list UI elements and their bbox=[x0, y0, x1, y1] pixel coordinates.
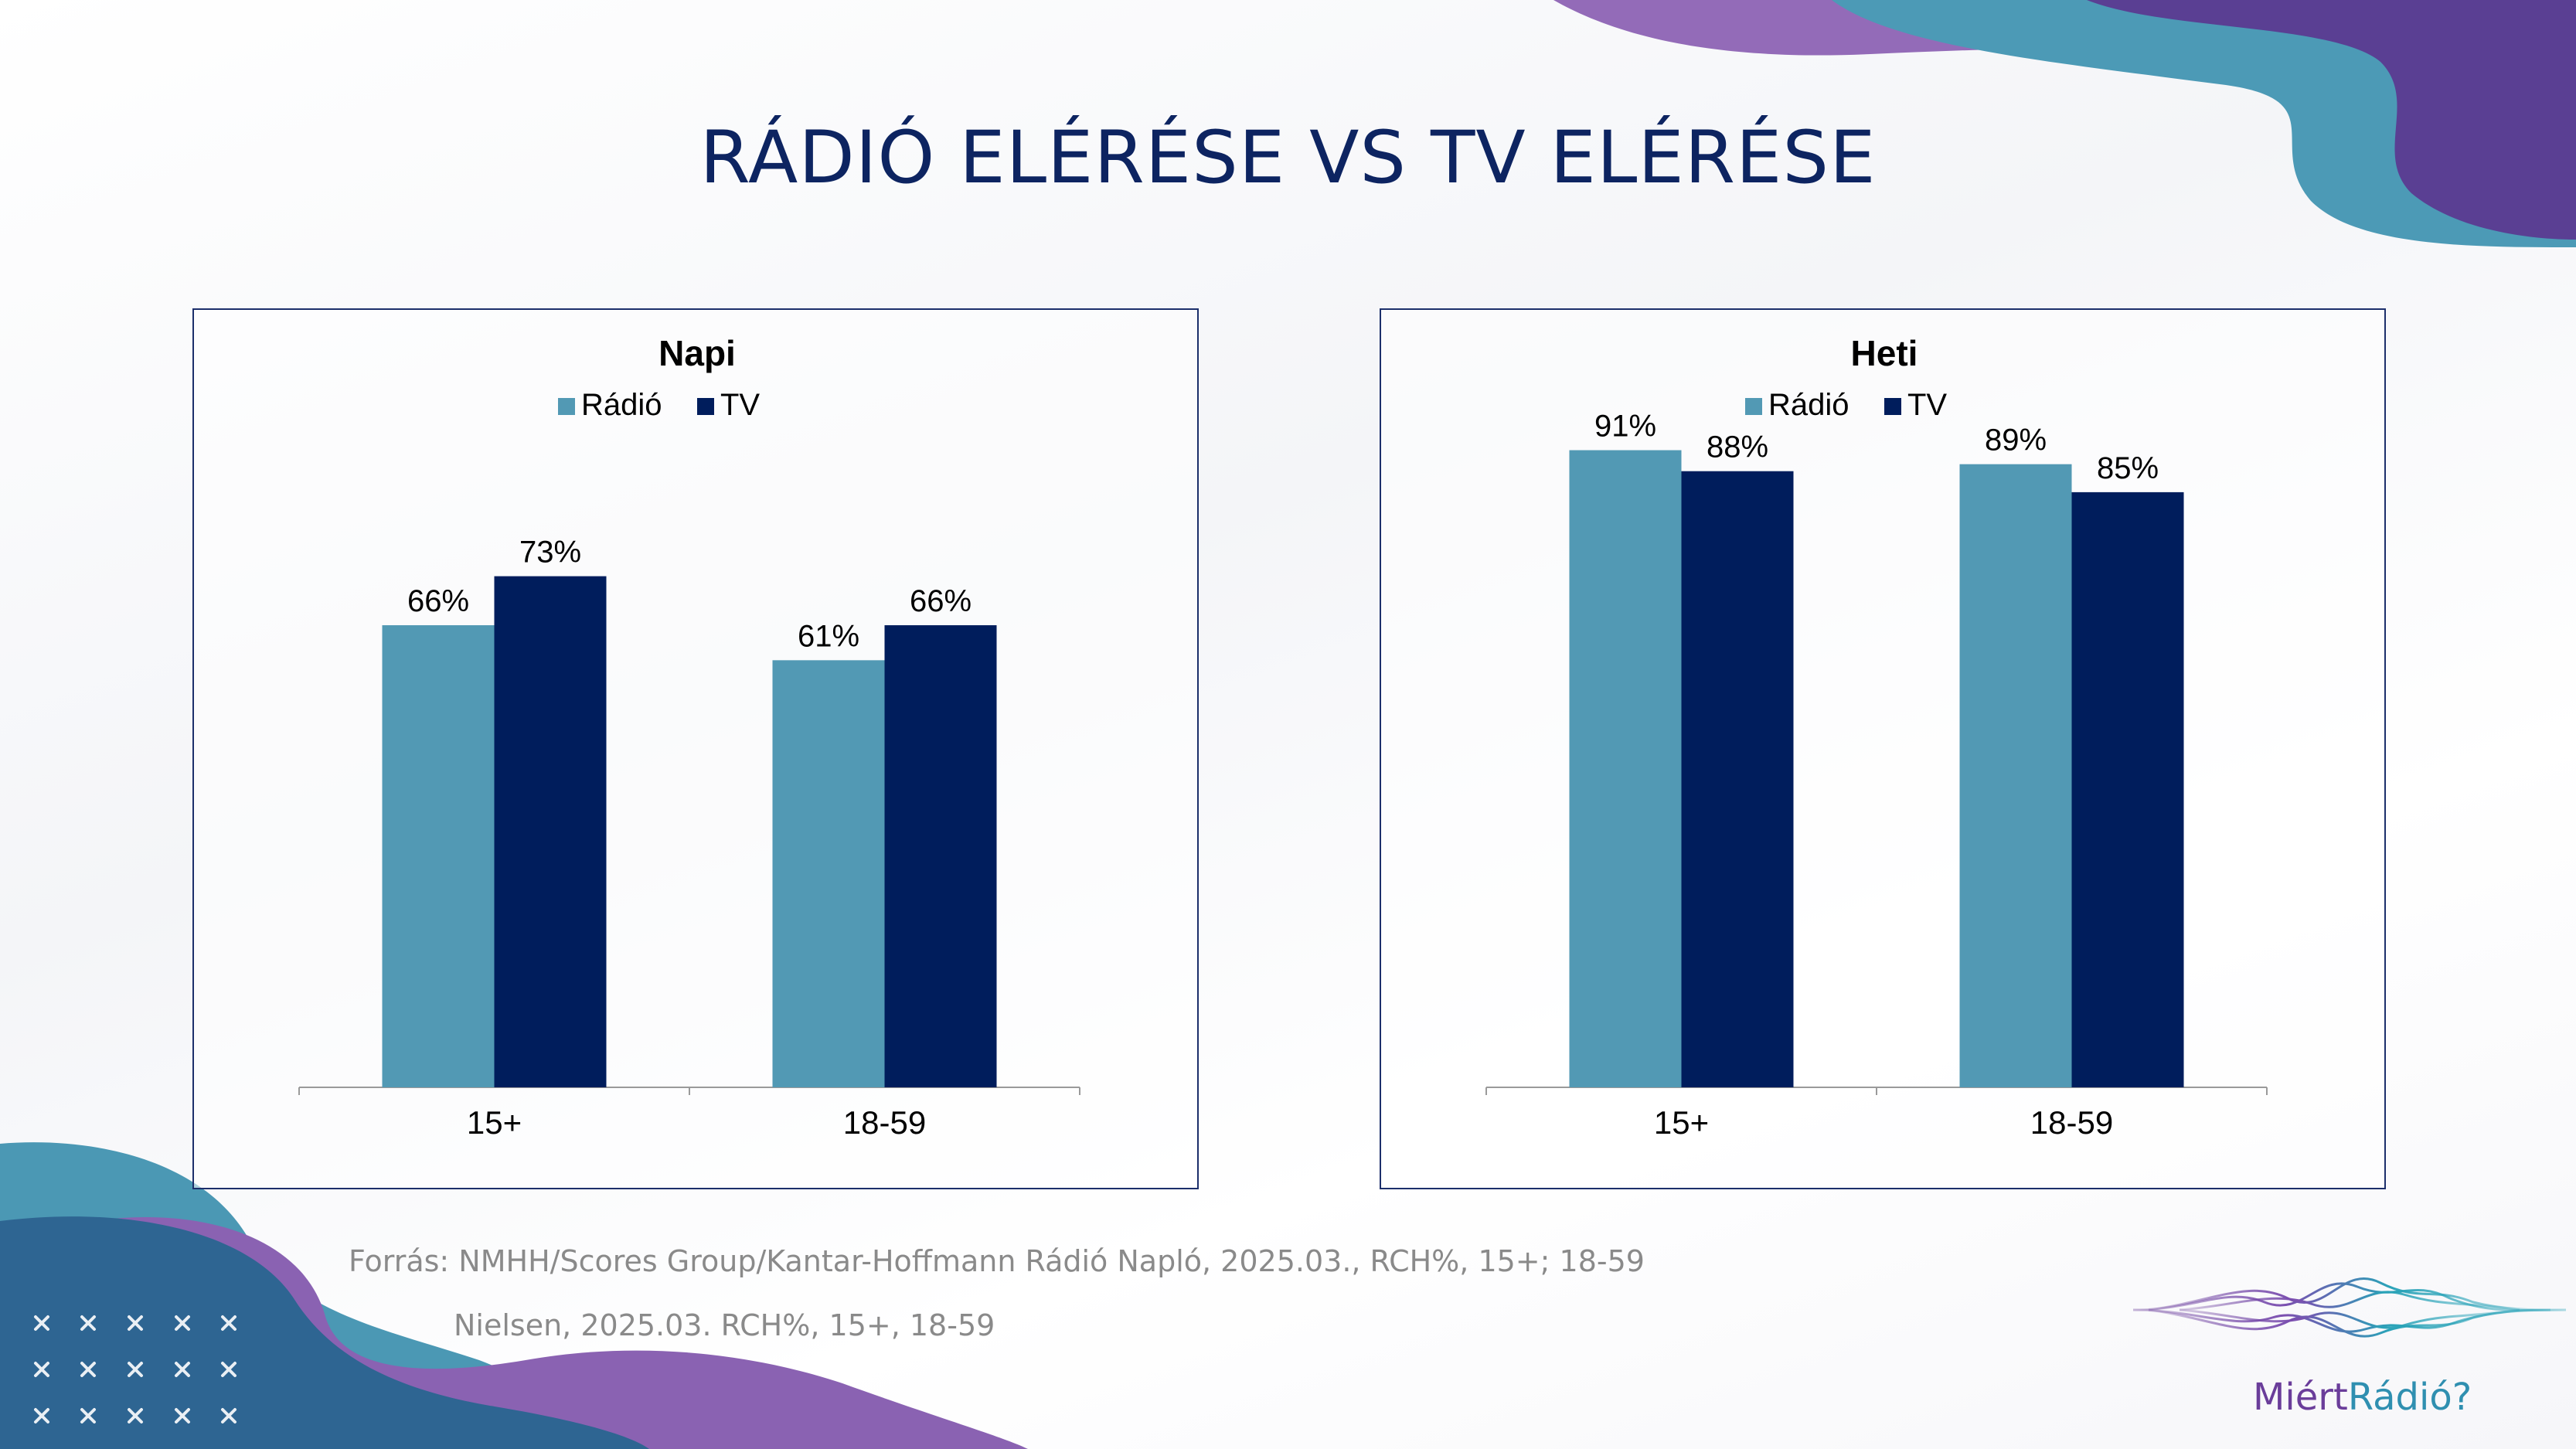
data-label: 73% bbox=[519, 536, 581, 570]
miert-radio-logo-wave-icon bbox=[2133, 1277, 2566, 1338]
data-label: 91% bbox=[1594, 410, 1656, 444]
x-tick-label: 18-59 bbox=[843, 1104, 926, 1141]
data-label: 88% bbox=[1707, 430, 1768, 464]
legend-label-1: TV bbox=[720, 388, 760, 422]
bar-15+-Rádió bbox=[1569, 450, 1682, 1087]
legend-swatch-0 bbox=[1745, 398, 1762, 415]
x-tick-label: 18-59 bbox=[2030, 1104, 2113, 1141]
legend-swatch-1 bbox=[697, 398, 714, 415]
bar-15+-Rádió bbox=[382, 625, 495, 1087]
logo-text-miert: Miért bbox=[2253, 1376, 2348, 1419]
legend-label-0: Rádió bbox=[581, 388, 662, 422]
chart-heti: Heti Rádió TV 91% 88% 15+ 89% 85% 18-59 bbox=[1380, 308, 2386, 1189]
legend-swatch-0 bbox=[558, 398, 575, 415]
bar-18-59-Rádió bbox=[772, 660, 885, 1087]
x-mark-grid-icon bbox=[34, 1315, 237, 1423]
data-label: 66% bbox=[407, 584, 469, 618]
bar-18-59-TV bbox=[2071, 492, 2184, 1087]
legend-swatch-1 bbox=[1884, 398, 1901, 415]
chart-napi: Napi Rádió TV 66% 73% 15+ 61% 66% 18-59 bbox=[192, 308, 1199, 1189]
chart-title: Napi bbox=[658, 333, 736, 373]
data-label: 89% bbox=[1985, 423, 2047, 457]
x-tick-label: 15+ bbox=[467, 1104, 522, 1141]
x-tick-label: 15+ bbox=[1654, 1104, 1709, 1141]
logo-wordmark: MiértRádió? bbox=[2253, 1376, 2472, 1419]
data-label: 61% bbox=[798, 619, 859, 653]
data-label: 85% bbox=[2097, 451, 2159, 485]
slide-title: RÁDIÓ ELÉRÉSE VS TV ELÉRÉSE bbox=[699, 116, 1877, 200]
logo-text-radio: Rádió? bbox=[2347, 1376, 2472, 1419]
legend-label-0: Rádió bbox=[1768, 388, 1849, 422]
bar-15+-TV bbox=[494, 576, 607, 1087]
bar-18-59-Rádió bbox=[1959, 464, 2072, 1087]
chart-napi-svg: Napi Rádió TV 66% 73% 15+ 61% 66% 18-59 bbox=[298, 333, 1080, 1141]
data-label: 66% bbox=[910, 584, 972, 618]
bar-15+-TV bbox=[1681, 471, 1794, 1087]
bar-18-59-TV bbox=[884, 625, 997, 1087]
chart-title: Heti bbox=[1851, 333, 1918, 373]
source-note-line-1: Forrás: NMHH/Scores Group/Kantar-Hoffman… bbox=[349, 1244, 1645, 1278]
source-note-line-2: Nielsen, 2025.03. RCH%, 15+, 18-59 bbox=[454, 1308, 995, 1342]
legend-label-1: TV bbox=[1907, 388, 1947, 422]
